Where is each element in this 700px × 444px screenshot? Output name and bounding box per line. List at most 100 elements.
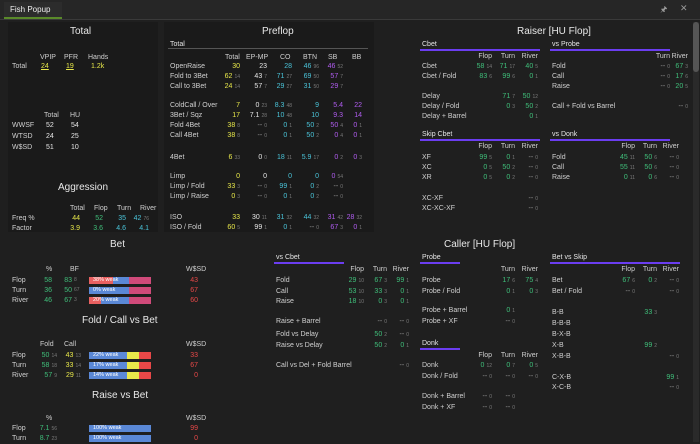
preflop-cell-value: 0 <box>334 154 339 161</box>
fcr-fold: 50 14 <box>42 351 57 361</box>
preflop-cell-value: 9.3 <box>333 112 343 119</box>
close-icon[interactable]: ✕ <box>680 3 688 13</box>
preflop-cell-value: -- <box>333 183 339 190</box>
bet-pct-value: 46 <box>44 297 52 304</box>
fcr-call-sample: 14 <box>75 363 81 369</box>
subtable-cell-sample: 0 <box>406 363 409 369</box>
preflop-cell: 0 <box>288 172 292 181</box>
total-panel <box>8 22 158 232</box>
fcr-header: Fold <box>40 341 54 348</box>
subtable-cell-sample: 6 <box>512 74 515 80</box>
subtable-cell-sample: 11 <box>629 155 635 161</box>
bar-label: 100% weak <box>93 425 122 431</box>
preflop-cell-sample: 17 <box>313 155 319 161</box>
subtable-cell: -- 0 <box>670 153 679 163</box>
subtable-header: Turn <box>642 143 657 150</box>
fcr-fold-sample: 18 <box>51 363 57 369</box>
preflop-cell-value: 71 <box>276 73 285 80</box>
subtable-cell-value: -- <box>669 353 675 360</box>
preflop-cell: -- 0 <box>334 192 343 202</box>
scrollbar-thumb[interactable] <box>693 22 699 72</box>
subtable-cell-sample: 1 <box>676 375 679 381</box>
subtable-header: Flop <box>478 352 492 359</box>
subtable-cell: 99 6 <box>502 72 515 82</box>
subtable-header: River <box>392 266 409 273</box>
subtable-cell-value: -- <box>528 174 534 181</box>
bet-title: Bet <box>110 239 126 250</box>
subtable-row-label: XC-XF <box>422 195 443 202</box>
subtable-cell: 17 6 <box>502 276 515 286</box>
subtable-cell-value: -- <box>528 373 534 380</box>
sd-hu: 10 <box>71 144 79 151</box>
subtable-cell: -- 0 <box>400 330 409 340</box>
subtable-header: River <box>662 266 679 273</box>
subtable-cell-value: 67 <box>675 63 684 70</box>
preflop-cell: 0 23 <box>256 101 267 111</box>
preflop-cell-sample: 33 <box>234 155 240 161</box>
subtable-cell: -- 0 <box>529 173 538 183</box>
scrollbar[interactable] <box>693 22 699 442</box>
preflop-cell-sample: 0 <box>316 225 319 231</box>
subtable-cell-sample: 0 <box>667 74 670 80</box>
preflop-cell-sample: 52 <box>337 64 343 70</box>
subtable-cell-value: 0 <box>529 73 534 80</box>
subtable-cell-value: -- <box>669 174 675 181</box>
preflop-cell-sample: 14 <box>234 84 240 90</box>
subtable-cell: -- 0 <box>529 372 538 382</box>
raise-pct: 7.1 56 <box>40 424 57 434</box>
preflop-cell-value: 31 <box>303 83 312 90</box>
subtable-cell-sample: 5 <box>535 363 538 369</box>
preflop-cell-value: 43 <box>254 73 263 80</box>
preflop-cell-value: 9 <box>315 102 319 109</box>
subtable-cell-sample: 5 <box>489 175 492 181</box>
subtable-cell-sample: 2 <box>535 104 538 110</box>
preflop-cell-value: 0 <box>288 173 292 180</box>
subtable-underline <box>420 139 540 141</box>
subtable-cell: -- 0 <box>670 383 679 393</box>
subtable-row-label: Donk / Fold <box>422 373 458 380</box>
preflop-cell-sample: 11 <box>261 215 267 221</box>
preflop-row-label: Fold to 3Bet <box>170 73 208 80</box>
preflop-cell-sample: 2 <box>316 194 319 200</box>
preflop-cell-sample: 14 <box>234 74 240 80</box>
subtable-cell-sample: 0 <box>676 278 679 284</box>
bet-wsd-value: 43 <box>190 277 198 284</box>
sd-header: HU <box>70 112 81 119</box>
window-tab[interactable]: Fish Popup <box>4 2 63 19</box>
preflop-cell-value: 0 <box>353 132 358 139</box>
subtable-underline <box>420 49 540 51</box>
bar-segment <box>139 352 151 359</box>
bar-segment <box>101 297 129 304</box>
subtable-row-label: Bet <box>552 277 563 284</box>
preflop-cell: 38 8 <box>227 131 240 141</box>
preflop-cell: 0 <box>236 172 240 181</box>
subtable-cell-value: -- <box>669 277 675 284</box>
preflop-cell-sample: 3 <box>237 184 240 190</box>
subtable-cell-sample: 6 <box>654 175 657 181</box>
subtable-cell: 0 11 <box>624 173 635 183</box>
raise-wsd-value: 99 <box>190 425 198 432</box>
bet-row-label: River <box>12 297 29 304</box>
subtable-cell: -- 0 <box>506 372 515 382</box>
subtable-cell: 50 2 <box>525 102 538 112</box>
preflop-cell: 33 <box>232 213 240 222</box>
bet-wsd: 43 <box>190 276 198 285</box>
subtable-cell: -- 0 <box>506 403 515 413</box>
fcr-fold-value: 58 <box>41 362 50 369</box>
pin-icon[interactable]: 🖈 <box>660 5 668 14</box>
subtable-cell-value: 45 <box>620 154 628 161</box>
subtable-cell-value: -- <box>625 288 631 295</box>
subtable-cell-sample: 11 <box>629 165 635 171</box>
fcr-fold-sample: 14 <box>51 353 57 359</box>
preflop-cell-sample: 3 <box>340 225 343 231</box>
raise-weak-bar: 100% weak <box>89 425 151 432</box>
fcr-row-label: Turn <box>12 362 27 369</box>
preflop-cell-sample: 0 <box>264 184 267 190</box>
bet-pct-value: 58 <box>44 277 52 284</box>
fcr-call-value: 43 <box>65 352 74 359</box>
